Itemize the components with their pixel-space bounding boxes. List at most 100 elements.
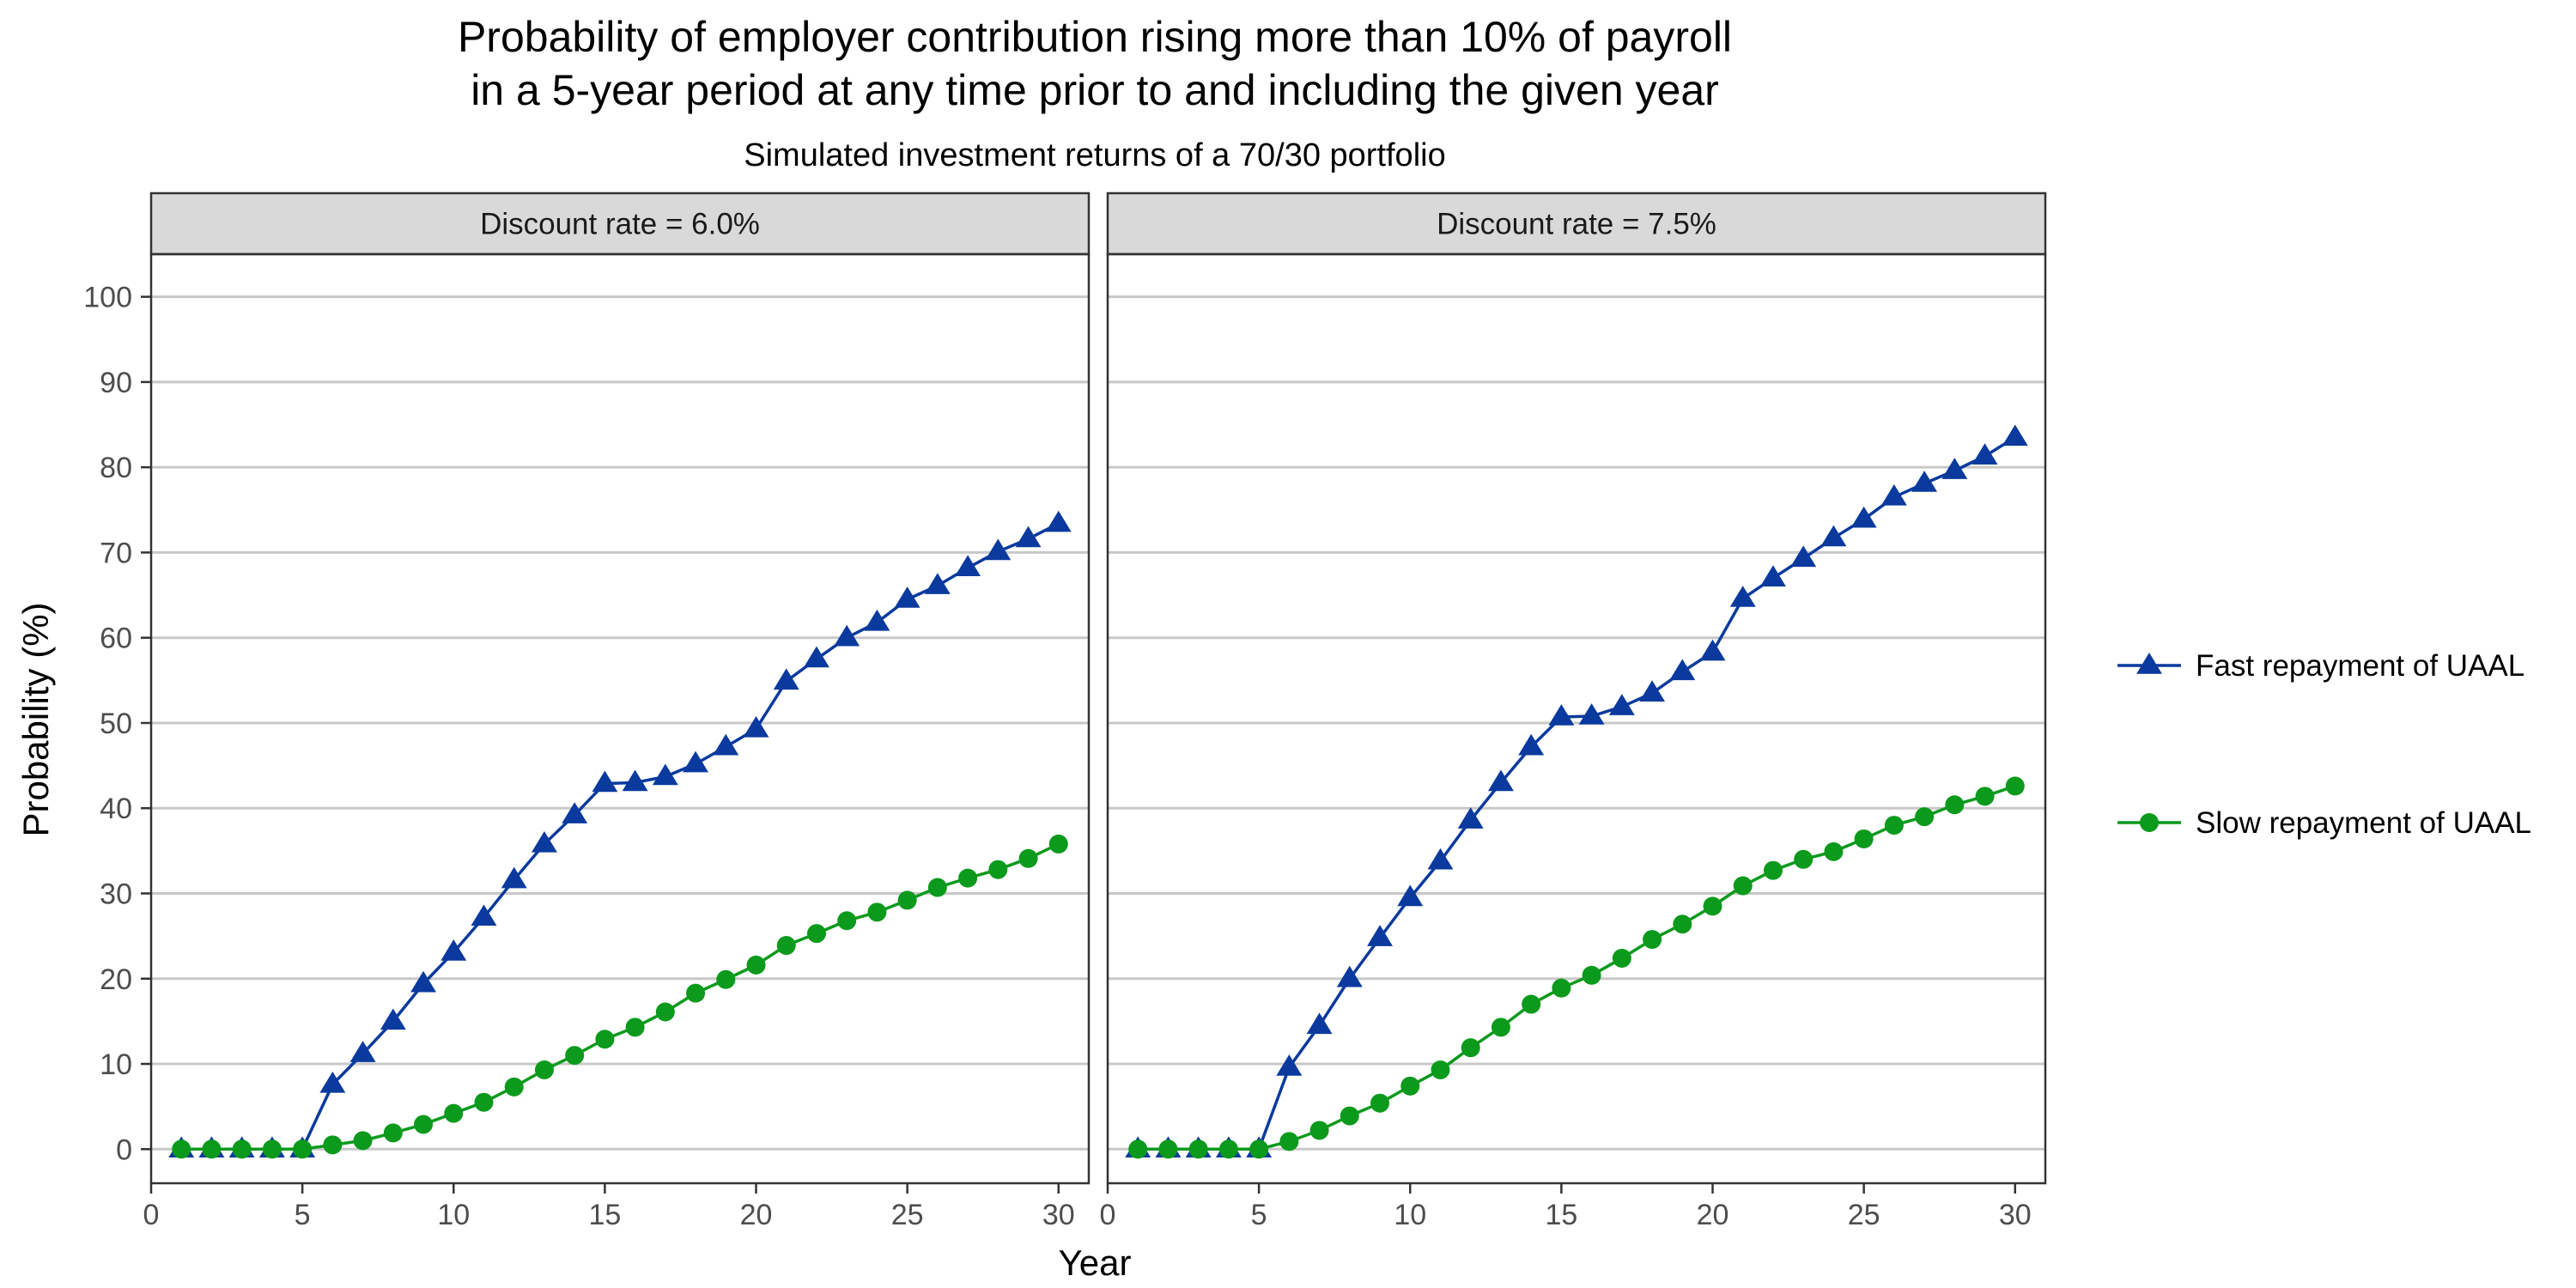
x-tick-label: 15 [588,1199,621,1231]
data-point-fast [562,802,588,823]
panel-border [1106,252,2047,1185]
data-point-fast [1760,565,1786,586]
data-point-fast [380,1008,406,1030]
legend-item-fast: Fast repayment of UAAL [2117,649,2524,683]
data-point-slow [837,911,857,931]
data-point-fast [1699,639,1726,661]
legend-key-marker [2136,653,2162,674]
data-point-fast [1639,680,1666,702]
y-tick-label: 60 [100,623,132,655]
data-point-fast [319,1071,346,1093]
data-point-fast [1790,545,1817,568]
data-point-slow [444,1103,464,1123]
data-point-slow [262,1139,282,1159]
x-tick-label: 15 [1545,1199,1577,1231]
data-point-fast [471,904,497,927]
legend-label: Fast repayment of UAAL [2196,649,2524,683]
data-point-slow [1218,1139,1238,1159]
data-point-slow [1491,1018,1510,1037]
y-tick-label: 100 [83,282,132,314]
data-point-fast [622,769,648,792]
data-point-fast [1729,586,1756,607]
data-point-slow [686,983,706,1003]
plot-background [151,254,1089,1183]
chart-title-line2: in a 5-year period at any time prior to … [471,66,1719,114]
data-point-fast [955,555,981,577]
x-tick-label: 0 [143,1199,160,1231]
data-point-fast [924,573,951,594]
legend-key-marker [2140,813,2159,832]
data-point-slow [1824,841,1844,861]
y-tick-label: 90 [100,367,132,399]
x-tick-label: 5 [295,1199,311,1231]
data-point-slow [897,890,917,910]
data-point-slow [1703,896,1722,916]
data-point-slow [776,936,796,956]
x-tick-label: 20 [740,1199,773,1231]
data-point-fast [1276,1054,1303,1076]
data-point-slow [2005,776,2025,796]
data-point-slow [172,1139,191,1159]
data-point-fast [1608,694,1635,715]
x-tick-label: 10 [437,1199,470,1231]
data-point-slow [504,1077,524,1097]
data-point-fast [1045,510,1072,532]
data-point-slow [1612,948,1631,968]
data-point-fast [864,609,890,631]
x-axis-title: Year [1059,1242,1132,1283]
data-point-fast [349,1041,376,1062]
data-point-fast [410,970,436,993]
data-point-slow [1763,860,1783,880]
data-point-slow [1854,829,1874,848]
data-point-slow [1400,1076,1420,1096]
data-point-slow [746,955,766,975]
data-point-fast [1336,965,1363,987]
data-point-slow [1733,876,1753,896]
data-point-fast [1306,1012,1333,1035]
y-tick-label: 20 [100,963,132,996]
data-point-slow [534,1060,554,1079]
data-point-fast [1820,525,1847,547]
data-point-fast [743,715,769,738]
data-point-slow [323,1135,343,1155]
data-point-slow [1309,1121,1329,1140]
facet-strip [149,191,1091,256]
x-tick-label: 30 [1042,1199,1075,1231]
legend-item-slow: Slow repayment of UAAL [2117,806,2531,840]
data-point-fast [894,586,920,608]
data-point-slow [1794,849,1814,869]
data-point-slow [1018,848,1038,868]
data-point-fast [683,750,709,773]
data-point-slow [232,1139,252,1159]
data-point-slow [625,1018,645,1037]
data-point-fast [1457,807,1484,829]
x-tick-label: 0 [1100,1199,1116,1231]
data-point-slow [1582,965,1601,985]
data-point-fast [1397,884,1424,907]
data-point-fast [501,866,527,889]
data-point-slow [1048,834,1068,854]
y-tick-label: 40 [100,793,132,825]
data-point-slow [1370,1093,1390,1113]
data-point-fast [2002,424,2028,447]
data-point-slow [1673,914,1692,934]
x-tick-label: 20 [1697,1199,1729,1231]
data-point-fast [1880,483,1907,506]
data-point-fast [985,538,1012,561]
y-tick-label: 30 [100,878,132,910]
data-point-fast [592,770,618,793]
data-point-slow [1431,1060,1450,1079]
x-tick-label: 25 [891,1199,924,1231]
data-point-slow [565,1046,585,1066]
y-tick-label: 50 [100,708,132,740]
y-axis-title: Probability (%) [15,602,56,836]
data-point-slow [867,902,887,922]
x-tick-label: 25 [1848,1199,1880,1231]
data-point-slow [1279,1132,1299,1151]
chart-subtitle: Simulated investment returns of a 70/30 … [744,137,1445,173]
data-point-slow [716,969,736,989]
plot-background [1108,254,2045,1183]
y-tick-label: 80 [100,452,132,484]
data-point-fast [1427,848,1454,870]
